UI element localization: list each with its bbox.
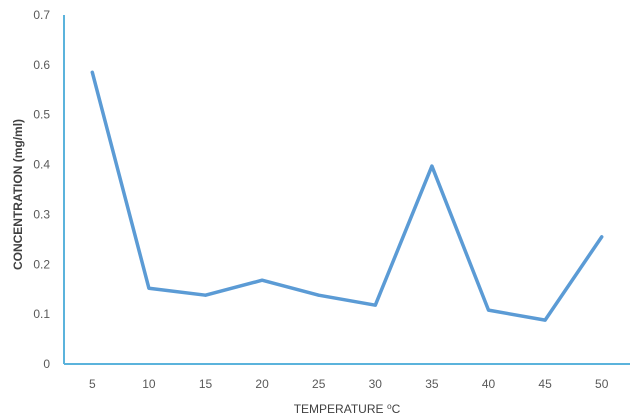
data-point (487, 308, 490, 312)
data-point (543, 318, 547, 322)
y-tick-label: 0.3 (33, 207, 50, 221)
y-tick-label: 0 (43, 357, 50, 371)
x-tick-label: 10 (142, 377, 156, 391)
y-tick-label: 0.6 (33, 58, 50, 72)
x-tick-labels: 5 10 15 20 25 30 35 40 45 50 (89, 377, 609, 391)
x-tick-label: 5 (89, 377, 96, 391)
x-axis-title: TEMPERATURE ⁰C (294, 402, 401, 416)
x-tick-label: 25 (312, 377, 326, 391)
x-tick-label: 50 (595, 377, 609, 391)
y-tick-label: 0.1 (33, 307, 50, 321)
x-tick-label: 15 (199, 377, 213, 391)
y-tick-label: 0.5 (33, 108, 50, 122)
data-point (373, 303, 377, 307)
x-tick-label: 30 (369, 377, 383, 391)
data-point (147, 286, 151, 290)
data-point (204, 293, 207, 297)
y-axis-title: CONCENTRATION (mg/ml) (11, 119, 25, 270)
x-tick-label: 40 (482, 377, 496, 391)
y-tick-labels: 0 0.1 0.2 0.3 0.4 0.5 0.6 0.7 (33, 8, 50, 371)
y-tick-label: 0.4 (33, 158, 50, 172)
series-layer (90, 70, 604, 322)
x-tick-label: 35 (425, 377, 439, 391)
axes (63, 15, 630, 365)
data-point (600, 235, 604, 239)
x-tick-label: 20 (255, 377, 269, 391)
series-line (90, 70, 604, 322)
y-tick-label: 0.2 (33, 257, 50, 271)
data-point (430, 164, 434, 168)
x-tick-label: 45 (538, 377, 552, 391)
y-tick-label: 0.7 (33, 8, 50, 22)
data-point (90, 70, 94, 74)
data-point (260, 278, 264, 282)
data-point (317, 293, 321, 297)
